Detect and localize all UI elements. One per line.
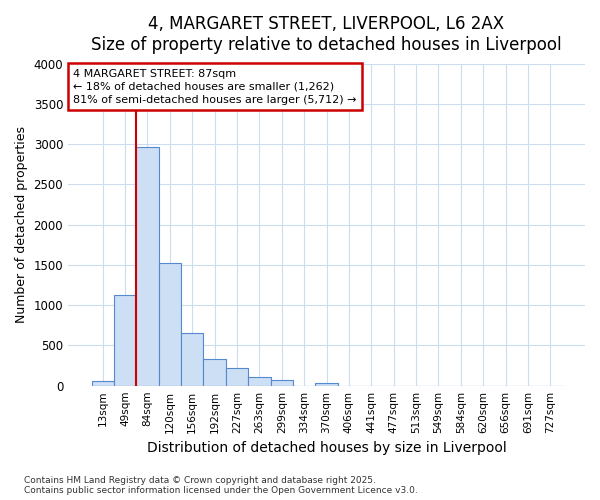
- Title: 4, MARGARET STREET, LIVERPOOL, L6 2AX
Size of property relative to detached hous: 4, MARGARET STREET, LIVERPOOL, L6 2AX Si…: [91, 15, 562, 54]
- X-axis label: Distribution of detached houses by size in Liverpool: Distribution of detached houses by size …: [146, 441, 506, 455]
- Bar: [203, 359, 226, 386]
- Bar: [92, 381, 114, 386]
- Bar: [136, 146, 158, 386]
- Text: 4 MARGARET STREET: 87sqm
← 18% of detached houses are smaller (1,262)
81% of sem: 4 MARGARET STREET: 87sqm ← 18% of detach…: [73, 68, 357, 105]
- Text: Contains HM Land Registry data © Crown copyright and database right 2025.
Contai: Contains HM Land Registry data © Crown c…: [24, 476, 418, 495]
- Bar: [158, 262, 181, 386]
- Bar: [226, 368, 248, 386]
- Y-axis label: Number of detached properties: Number of detached properties: [15, 126, 28, 323]
- Bar: [271, 380, 293, 386]
- Bar: [114, 294, 136, 386]
- Bar: [316, 384, 338, 386]
- Bar: [181, 332, 203, 386]
- Bar: [248, 377, 271, 386]
